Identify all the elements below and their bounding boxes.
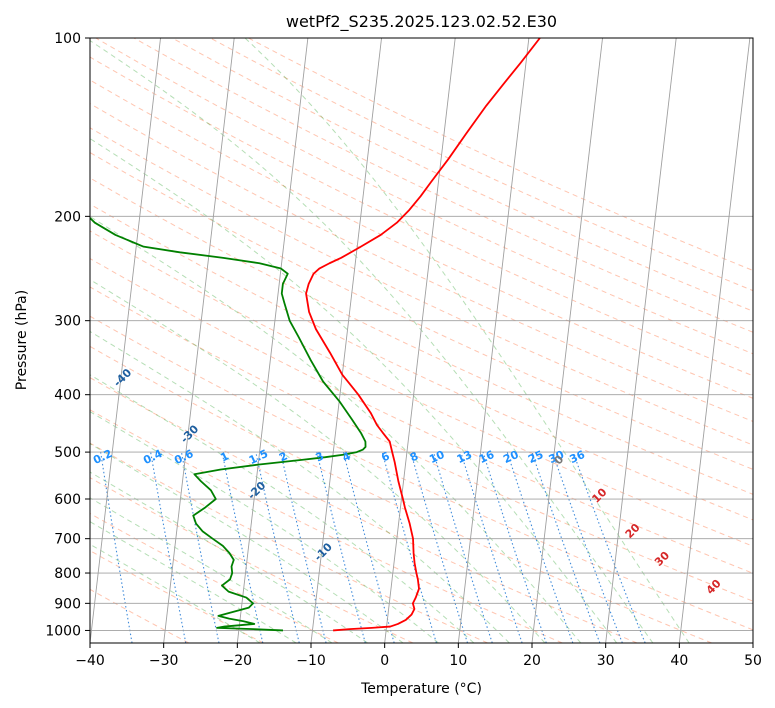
x-tick-label: −10 <box>296 653 326 669</box>
mixing-ratio-label: 13 <box>455 448 474 466</box>
isotherm <box>310 38 382 643</box>
dry-adiabat <box>90 151 753 470</box>
isotherm <box>457 38 530 643</box>
y-axis-label: Pressure (hPa) <box>14 290 30 390</box>
x-tick-label: 10 <box>449 653 467 669</box>
y-tick-label: 500 <box>54 445 81 461</box>
isotherm <box>236 38 309 643</box>
mixing-ratio-label: 25 <box>526 448 545 466</box>
mixing-ratio-line <box>482 451 547 643</box>
mixing-ratio-label: 30 <box>547 448 567 466</box>
mixing-ratio-line <box>316 451 366 643</box>
mixing-ratio-label: 16 <box>477 448 497 466</box>
y-tick-label: 700 <box>54 532 81 548</box>
x-axis-label: Temperature (°C) <box>360 681 482 697</box>
mixing-ratio-line <box>531 451 601 643</box>
series-layer <box>90 38 541 632</box>
mixing-ratio-line <box>381 451 437 643</box>
dry-adiabat <box>171 38 753 312</box>
mixing-ratio-line <box>460 451 523 643</box>
mixing-ratio-line <box>221 451 264 643</box>
mixing-ratio-line <box>432 451 493 643</box>
y-tick-label: 800 <box>54 566 81 582</box>
moist-adiabat <box>90 279 546 643</box>
dry-adiabat <box>90 442 488 643</box>
mixing-ratio-line <box>410 451 469 643</box>
dry-adiabat <box>90 377 638 643</box>
x-tick-label: 40 <box>670 653 688 669</box>
moist-adiabat <box>90 215 582 643</box>
isotherm <box>163 38 235 643</box>
mixing-ratio-line <box>506 451 574 643</box>
x-tick-label: −40 <box>75 653 105 669</box>
isotherm <box>678 38 751 643</box>
moist-adiabat <box>90 39 654 643</box>
moist-adiabat <box>90 411 439 643</box>
chart-title: wetPf2_S235.2025.123.02.52.E30 <box>286 12 557 32</box>
isotherm <box>90 38 161 643</box>
mixing-ratio-label: 20 <box>501 448 521 466</box>
dry-adiabat <box>90 345 712 643</box>
dry-adiabat <box>90 56 753 377</box>
y-tick-label: 600 <box>54 492 81 508</box>
y-tick-label: 300 <box>54 314 81 330</box>
y-tick-label: 200 <box>54 209 81 225</box>
dewpoint-profile-line <box>90 216 367 632</box>
y-tick-label: 900 <box>54 596 81 612</box>
dry-adiabat <box>90 230 753 547</box>
moist-adiabat <box>90 374 475 643</box>
temperature-profile-line <box>305 38 541 632</box>
mixing-ratio-line <box>180 451 220 643</box>
dry-adiabat <box>90 203 753 521</box>
y-tick-label: 1000 <box>45 623 81 639</box>
dry-adiabat <box>90 550 264 643</box>
mixing-ratio-line <box>255 451 300 643</box>
isotherm <box>605 38 677 643</box>
moist-adiabat <box>90 543 261 643</box>
y-tick-label: 400 <box>54 388 81 404</box>
x-tick-label: −30 <box>149 653 179 669</box>
moist-adiabat <box>244 38 690 643</box>
mixing-ratio-line <box>572 451 646 643</box>
dry-adiabat <box>90 177 753 495</box>
background-lines <box>90 38 753 643</box>
isotherm <box>384 38 456 643</box>
dry-adiabat <box>133 38 753 333</box>
x-tick-label: 20 <box>523 653 541 669</box>
moist-adiabat <box>90 471 368 643</box>
mixing-ratio-line <box>280 451 327 643</box>
axes: −40 −30 −20 −10 0 10 20 30 40 50 1000 900 800 700 600 5… <box>45 31 762 669</box>
x-tick-label: 0 <box>380 653 389 669</box>
dry-adiabat <box>90 286 753 602</box>
x-tick-label: −20 <box>223 653 253 669</box>
y-tick-label: 100 <box>54 31 81 47</box>
dry-adiabat <box>90 103 753 422</box>
dry-adiabat <box>90 512 339 643</box>
moist-adiabat <box>90 330 510 643</box>
isotherm <box>531 38 603 643</box>
dry-adiabat <box>90 409 563 643</box>
mixing-ratio-line <box>551 451 623 643</box>
x-tick-label: 50 <box>744 653 762 669</box>
mixing-ratio-label: 36 <box>568 448 588 466</box>
mixing-ratio-label: 10 <box>427 448 447 466</box>
plot-frame <box>89 37 754 644</box>
moist-adiabat <box>90 521 297 643</box>
x-tick-label: 30 <box>597 653 615 669</box>
